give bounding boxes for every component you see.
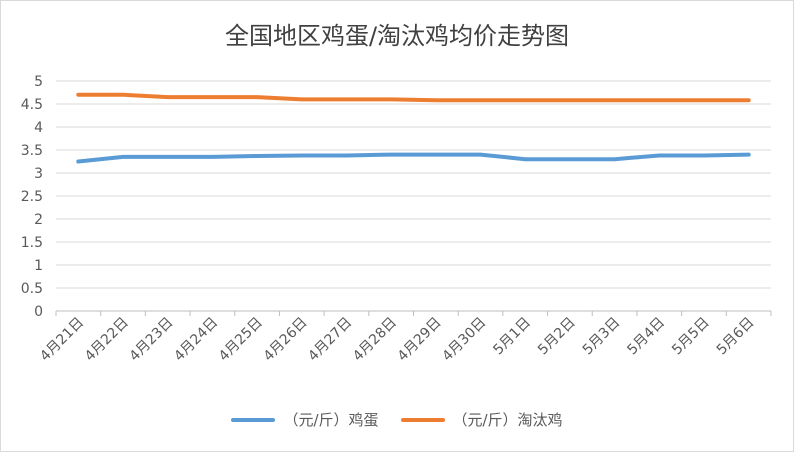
- y-tick-label: 4.5: [21, 97, 43, 113]
- x-tick-label: 4月25日: [216, 315, 266, 365]
- y-tick-label: 2: [34, 212, 43, 228]
- legend-swatch-hen: [400, 417, 445, 422]
- x-tick-label: 4月21日: [37, 315, 87, 365]
- legend-label-egg: （元/斤）鸡蛋: [283, 411, 379, 429]
- y-tick-label: 0: [34, 304, 43, 320]
- x-tick-label: 5月5日: [669, 315, 713, 359]
- legend-item-hen: （元/斤）淘汰鸡: [400, 409, 563, 430]
- y-tick-label: 4: [34, 120, 43, 136]
- x-tick-label: 5月6日: [714, 315, 758, 359]
- y-tick-label: 1.5: [21, 235, 43, 251]
- y-tick-label: 1: [34, 258, 43, 274]
- x-tick-label: 4月27日: [305, 315, 355, 365]
- x-tick-label: 4月24日: [171, 315, 221, 365]
- y-tick-label: 3: [34, 166, 43, 182]
- series-line-1: [76, 92, 751, 103]
- x-tick-label: 4月22日: [82, 315, 132, 365]
- x-tick-label: 5月1日: [490, 315, 534, 359]
- legend-swatch-egg: [231, 417, 276, 422]
- x-tick-label: 4月28日: [350, 315, 400, 365]
- y-tick-label: 0.5: [21, 281, 43, 297]
- legend-item-egg: （元/斤）鸡蛋: [231, 409, 379, 430]
- legend-label-hen: （元/斤）淘汰鸡: [452, 411, 563, 429]
- legend: （元/斤）鸡蛋 （元/斤）淘汰鸡: [1, 409, 793, 430]
- y-tick-label: 5: [34, 74, 43, 90]
- x-tick-label: 4月30日: [439, 315, 489, 365]
- x-tick-label: 4月23日: [127, 315, 177, 365]
- chart-title: 全国地区鸡蛋/淘汰鸡均价走势图: [224, 22, 570, 50]
- x-tick-label: 5月3日: [580, 315, 624, 359]
- x-tick-label: 5月2日: [535, 315, 579, 359]
- y-tick-label: 3.5: [21, 143, 43, 159]
- x-tick-label: 5月4日: [624, 315, 668, 359]
- y-tick-label: 2.5: [21, 189, 43, 205]
- x-tick-label: 4月29日: [395, 315, 445, 365]
- x-tick-label: 4月26日: [261, 315, 311, 365]
- series-line-0: [76, 152, 751, 164]
